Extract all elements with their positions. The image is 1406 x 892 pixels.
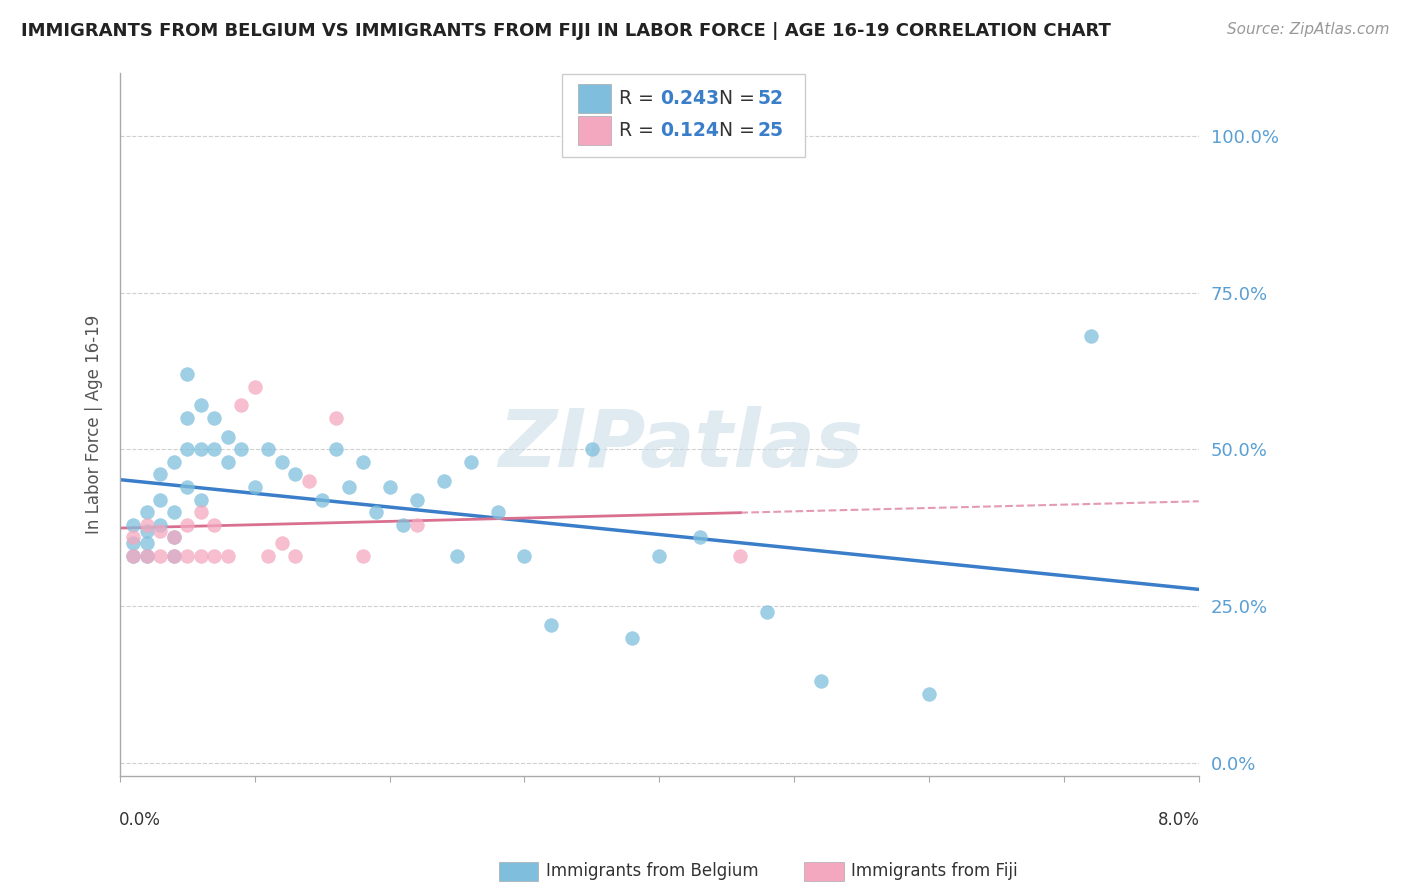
Point: [202, 517, 225, 532]
Point: [190, 492, 212, 507]
Point: [176, 517, 198, 532]
Point: [136, 549, 159, 563]
Point: [176, 442, 198, 457]
Point: [243, 480, 266, 494]
Point: [756, 606, 779, 620]
Point: [176, 549, 198, 563]
Point: [217, 455, 239, 469]
Point: [581, 442, 603, 457]
Point: [689, 530, 711, 544]
Point: [163, 505, 186, 519]
Point: [378, 480, 401, 494]
Point: [136, 536, 159, 550]
Point: [621, 631, 644, 645]
Point: [231, 399, 253, 413]
Point: [446, 549, 468, 563]
Point: [405, 492, 427, 507]
Point: [460, 455, 482, 469]
Point: [136, 549, 159, 563]
Y-axis label: In Labor Force | Age 16-19: In Labor Force | Age 16-19: [86, 315, 103, 534]
Point: [257, 442, 280, 457]
Text: ZIPatlas: ZIPatlas: [498, 407, 863, 484]
Point: [298, 474, 321, 488]
Point: [648, 549, 671, 563]
Point: [311, 492, 333, 507]
Point: [352, 549, 374, 563]
Point: [486, 505, 509, 519]
Point: [149, 524, 172, 538]
Point: [728, 549, 751, 563]
Point: [190, 549, 212, 563]
Point: [202, 442, 225, 457]
Point: [202, 549, 225, 563]
Point: [405, 517, 427, 532]
FancyBboxPatch shape: [578, 116, 610, 145]
Point: [122, 536, 145, 550]
Point: [810, 674, 832, 689]
Point: [136, 505, 159, 519]
Point: [122, 549, 145, 563]
Point: [149, 467, 172, 482]
Point: [149, 492, 172, 507]
Point: [176, 411, 198, 425]
Text: 0.243: 0.243: [661, 89, 720, 108]
Point: [176, 480, 198, 494]
Point: [325, 442, 347, 457]
Point: [325, 411, 347, 425]
Point: [176, 367, 198, 381]
Point: [918, 687, 941, 701]
Point: [513, 549, 536, 563]
FancyBboxPatch shape: [578, 84, 610, 113]
Point: [163, 530, 186, 544]
Point: [231, 442, 253, 457]
Text: R =: R =: [620, 89, 666, 108]
Point: [163, 530, 186, 544]
Point: [243, 379, 266, 393]
Point: [366, 505, 388, 519]
Point: [136, 517, 159, 532]
Point: [163, 455, 186, 469]
Point: [284, 467, 307, 482]
Point: [352, 455, 374, 469]
Point: [270, 455, 292, 469]
Point: [217, 549, 239, 563]
Point: [337, 480, 360, 494]
Point: [149, 549, 172, 563]
Text: Immigrants from Fiji: Immigrants from Fiji: [851, 863, 1018, 880]
Point: [432, 474, 454, 488]
Point: [1080, 329, 1102, 343]
Text: 8.0%: 8.0%: [1159, 811, 1199, 829]
Text: 52: 52: [758, 89, 783, 108]
Point: [257, 549, 280, 563]
Point: [392, 517, 415, 532]
Text: Source: ZipAtlas.com: Source: ZipAtlas.com: [1226, 22, 1389, 37]
Point: [190, 442, 212, 457]
Point: [540, 618, 562, 632]
Point: [163, 549, 186, 563]
Point: [122, 517, 145, 532]
Point: [136, 524, 159, 538]
Point: [190, 505, 212, 519]
Text: 0.0%: 0.0%: [120, 811, 160, 829]
Point: [122, 530, 145, 544]
Point: [270, 536, 292, 550]
Point: [202, 411, 225, 425]
Text: R =: R =: [620, 121, 666, 140]
Point: [122, 549, 145, 563]
Point: [149, 517, 172, 532]
Text: 25: 25: [758, 121, 783, 140]
Text: 0.124: 0.124: [661, 121, 720, 140]
FancyBboxPatch shape: [562, 74, 806, 157]
Text: IMMIGRANTS FROM BELGIUM VS IMMIGRANTS FROM FIJI IN LABOR FORCE | AGE 16-19 CORRE: IMMIGRANTS FROM BELGIUM VS IMMIGRANTS FR…: [21, 22, 1111, 40]
Point: [190, 399, 212, 413]
Point: [284, 549, 307, 563]
Point: [217, 430, 239, 444]
Text: Immigrants from Belgium: Immigrants from Belgium: [546, 863, 758, 880]
Text: N =: N =: [718, 121, 761, 140]
Point: [163, 549, 186, 563]
Text: N =: N =: [718, 89, 761, 108]
